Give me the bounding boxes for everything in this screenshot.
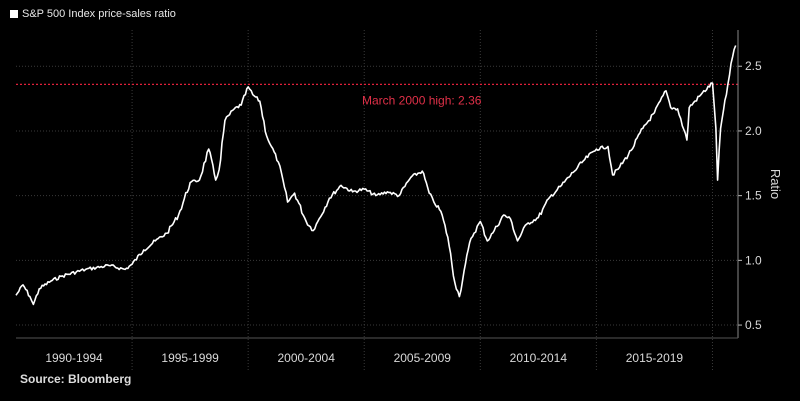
source-note: Source: Bloomberg bbox=[20, 372, 132, 386]
x-category-label: 2005-2009 bbox=[394, 351, 452, 365]
y-tick-label: 0.5 bbox=[745, 318, 762, 332]
series-line bbox=[15, 45, 737, 306]
y-axis-label: Ratio bbox=[768, 169, 783, 199]
y-tick-label: 1.5 bbox=[745, 189, 762, 203]
legend-label: S&P 500 Index price-sales ratio bbox=[22, 8, 176, 20]
y-tick-label: 1.0 bbox=[745, 253, 762, 267]
reference-line-label: March 2000 high: 2.36 bbox=[362, 93, 482, 107]
x-category-label: 2010-2014 bbox=[510, 351, 568, 365]
grid bbox=[16, 30, 738, 370]
x-category-label: 1995-1999 bbox=[161, 351, 219, 365]
y-tick-label: 2.5 bbox=[745, 59, 762, 73]
reference-line-group: March 2000 high: 2.36 bbox=[16, 83, 738, 107]
y-tick-label: 2.0 bbox=[745, 124, 762, 138]
legend-swatch bbox=[10, 10, 18, 18]
x-category-label: 2000-2004 bbox=[277, 351, 335, 365]
legend: S&P 500 Index price-sales ratio bbox=[10, 8, 176, 20]
series-group bbox=[15, 45, 737, 306]
axes: 0.5 1.0 1.5 2.0 2.5 1990-1994 1995-1999 2000-20… bbox=[16, 30, 783, 365]
x-category-label: 1990-1994 bbox=[45, 351, 103, 365]
x-category-label: 2015-2019 bbox=[626, 351, 684, 365]
